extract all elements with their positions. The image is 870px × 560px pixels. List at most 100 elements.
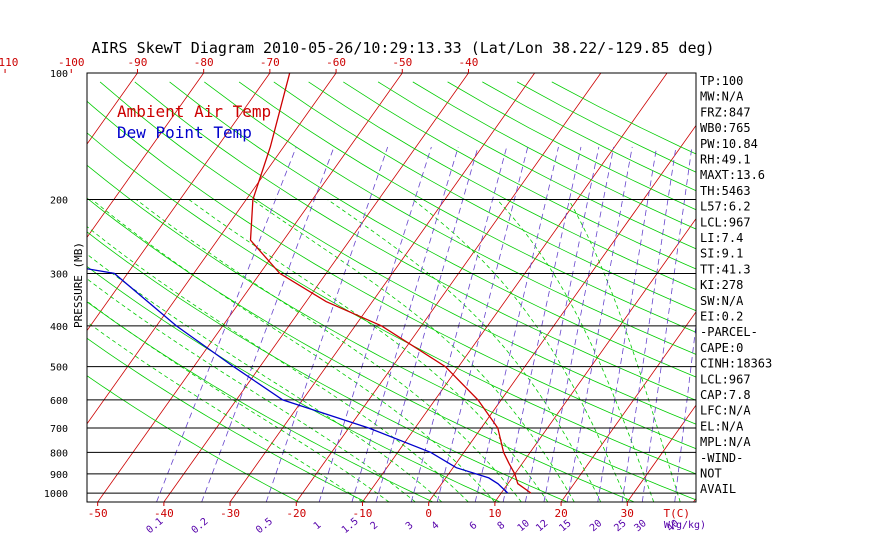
mixing-ratio-label: 20: [588, 518, 604, 534]
top-temp-tick-label: -110: [0, 56, 18, 69]
dry-adiabat-line: [87, 265, 501, 502]
sounding-index: SI:9.1: [700, 247, 743, 261]
bottom-temp-tick-label: 0: [425, 507, 432, 520]
bottom-temp-tick-label: -50: [88, 507, 108, 520]
isotherm-line: [626, 404, 696, 502]
sounding-index: TH:5463: [700, 184, 751, 198]
top-temp-tick-label: -90: [128, 56, 148, 69]
chart-title: AIRS SkewT Diagram 2010-05-26/10:29:13.3…: [91, 39, 714, 57]
mixing-ratio-label: 2: [369, 520, 381, 532]
dry-adiabat-line: [308, 81, 696, 291]
pressure-tick-label: 800: [50, 448, 68, 459]
sounding-index: FRZ:847: [700, 105, 751, 119]
temperature-profile-line: [249, 73, 532, 494]
sounding-index: TT:41.3: [700, 262, 751, 276]
mixing-ratio-unit-label: W(g/kg): [664, 520, 706, 531]
mixing-ratio-label: 3: [404, 520, 416, 532]
mixing-ratio-label: 6: [468, 520, 480, 532]
sounding-index: PW:10.84: [700, 137, 758, 151]
pressure-tick-label: 300: [50, 269, 68, 280]
sounding-index: AVAIL: [700, 482, 736, 496]
pressure-tick-label: 700: [50, 424, 68, 435]
mixing-ratio-line: [318, 146, 432, 502]
moist-adiabat-line: [251, 199, 575, 502]
dry-adiabat-line: [238, 81, 696, 333]
isobars: 100 200 300 400 500 600 700 800 900 1000: [44, 69, 696, 500]
isotherm-line: [87, 73, 204, 239]
mixing-ratio-line: [566, 146, 633, 502]
dry-adiabat-line: [87, 197, 635, 502]
mixing-ratio-label: 8: [496, 520, 508, 532]
dry-adiabat-line: [87, 164, 696, 501]
sounding-index: SW:N/A: [700, 294, 744, 308]
sounding-index: MAXT:13.6: [700, 168, 765, 182]
mixing-ratio-line: [543, 146, 615, 502]
pressure-tick-label: 100: [50, 69, 68, 80]
mixing-ratio-label: 15: [557, 518, 573, 534]
sounding-index: MW:N/A: [700, 90, 744, 104]
isotherm-line: [163, 73, 469, 502]
moist-adiabat-line: [91, 199, 496, 502]
isotherm-line: [428, 124, 696, 502]
top-temp-tick-label: -40: [459, 56, 479, 69]
mixing-ratio-label: 0.5: [254, 516, 275, 536]
legend-ambient-air-temp: Ambient Air Temp: [117, 102, 271, 121]
bottom-temp-tick-label: -40: [154, 507, 174, 520]
sounding-index: CINH:18363: [700, 357, 772, 371]
dry-adiabat-line: [273, 81, 696, 312]
sounding-index: NOT: [700, 467, 722, 481]
dry-adiabat-line: [87, 337, 366, 502]
dewpoint-profile-line: [87, 268, 509, 494]
moist-adiabat-line: [87, 300, 390, 502]
dry-adiabat-line: [134, 81, 696, 401]
pressure-tick-label: 900: [50, 470, 68, 481]
top-temp-tick-label: -70: [260, 56, 280, 69]
dry-adiabat-line: [516, 81, 696, 173]
top-temp-tick-label: -80: [194, 56, 214, 69]
isotherm-line: [229, 73, 535, 502]
moist-adiabat-line: [87, 278, 416, 502]
moist-adiabat-line: [568, 199, 681, 502]
dry-adiabat-line: [377, 81, 696, 250]
mixing-ratio-label: 25: [612, 518, 628, 534]
isotherm-line: [760, 73, 870, 502]
dry-adiabat-line: [87, 301, 434, 502]
mixing-ratio-line: [351, 146, 459, 502]
mixing-ratio-label: 4: [430, 520, 442, 532]
bottom-temp-tick-label: -20: [286, 507, 306, 520]
sounding-index: CAPE:0: [700, 341, 743, 355]
isotherm-line: [494, 218, 696, 502]
isotherm-line: [97, 73, 403, 502]
legend-dew-point-temp: Dew Point Temp: [117, 123, 252, 142]
mixing-ratio-line: [375, 146, 479, 502]
isotherm-line: [87, 73, 271, 332]
sounding-index: MPL:N/A: [700, 435, 751, 449]
sounding-index: LCL:967: [700, 215, 751, 229]
pressure-tick-label: 200: [50, 195, 68, 206]
dry-adiabat-line: [204, 81, 696, 355]
bottom-temp-tick-label: 20: [554, 507, 567, 520]
dry-adiabat-line: [343, 81, 696, 270]
dry-adiabat-line: [87, 132, 696, 475]
mixing-ratio-line: [156, 146, 297, 502]
bottom-temp-tick-label: 10: [488, 507, 501, 520]
axis-ticks: -120-110-100-90-80-70-60-50-40-50-40-30-…: [0, 56, 706, 536]
sounding-index: CAP:7.8: [700, 388, 751, 402]
mixing-ratio-line: [621, 146, 677, 502]
pressure-tick-label: 400: [50, 322, 68, 333]
sounding-index: TP:100: [700, 74, 743, 88]
isotherm-line: [362, 73, 668, 502]
mixing-ratio-label: 30: [633, 518, 649, 534]
isotherm-line: [295, 73, 602, 502]
dry-adiabat-line: [87, 375, 299, 502]
mixing-ratio-label: 1: [312, 520, 324, 532]
mixing-ratio-line: [524, 146, 600, 502]
isotherm-line: [0, 73, 5, 502]
moist-adiabat-line: [188, 199, 549, 502]
sounding-index: -PARCEL-: [700, 325, 758, 339]
sounding-index: KI:278: [700, 278, 743, 292]
dry-adiabat-line: [87, 231, 568, 502]
dry-adiabat-line: [169, 81, 696, 378]
